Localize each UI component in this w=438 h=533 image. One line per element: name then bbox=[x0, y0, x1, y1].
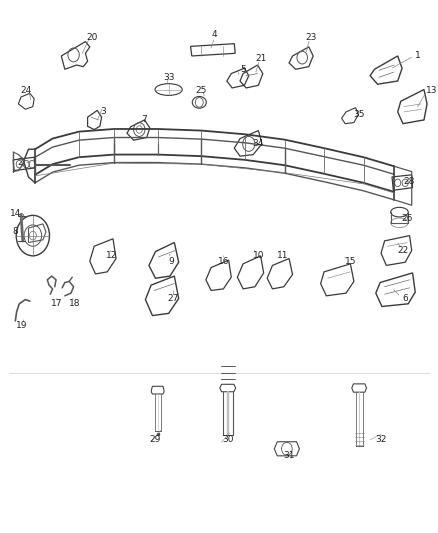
Text: 20: 20 bbox=[86, 33, 98, 42]
Text: 3: 3 bbox=[100, 108, 106, 116]
Text: 15: 15 bbox=[345, 257, 356, 265]
Text: 9: 9 bbox=[168, 257, 174, 265]
Text: 28: 28 bbox=[404, 177, 415, 185]
Text: 21: 21 bbox=[255, 54, 266, 63]
Text: 13: 13 bbox=[426, 86, 437, 95]
Text: 32: 32 bbox=[375, 435, 387, 444]
Text: 30: 30 bbox=[222, 435, 233, 444]
Text: 31: 31 bbox=[283, 451, 295, 460]
Text: 33: 33 bbox=[163, 73, 174, 82]
Text: 2: 2 bbox=[17, 158, 22, 167]
Text: 1: 1 bbox=[415, 52, 421, 60]
Text: 10: 10 bbox=[253, 252, 264, 260]
Text: 14: 14 bbox=[10, 209, 21, 217]
Text: 7: 7 bbox=[141, 116, 148, 124]
Text: 24: 24 bbox=[21, 86, 32, 95]
Text: 19: 19 bbox=[16, 321, 28, 329]
Text: 25: 25 bbox=[196, 86, 207, 95]
Text: 8: 8 bbox=[12, 228, 18, 236]
Text: 27: 27 bbox=[167, 294, 179, 303]
Text: 29: 29 bbox=[150, 435, 161, 444]
Text: 12: 12 bbox=[106, 252, 117, 260]
Text: 35: 35 bbox=[353, 110, 365, 119]
Text: 11: 11 bbox=[277, 252, 288, 260]
Text: 26: 26 bbox=[402, 214, 413, 223]
Text: 16: 16 bbox=[218, 257, 229, 265]
Text: 5: 5 bbox=[240, 65, 246, 74]
Text: 17: 17 bbox=[51, 300, 63, 308]
Text: 4: 4 bbox=[212, 30, 217, 39]
Text: 34: 34 bbox=[253, 140, 264, 148]
Text: 23: 23 bbox=[305, 33, 317, 42]
Text: 18: 18 bbox=[69, 300, 80, 308]
Text: 22: 22 bbox=[397, 246, 409, 255]
Text: 6: 6 bbox=[402, 294, 408, 303]
